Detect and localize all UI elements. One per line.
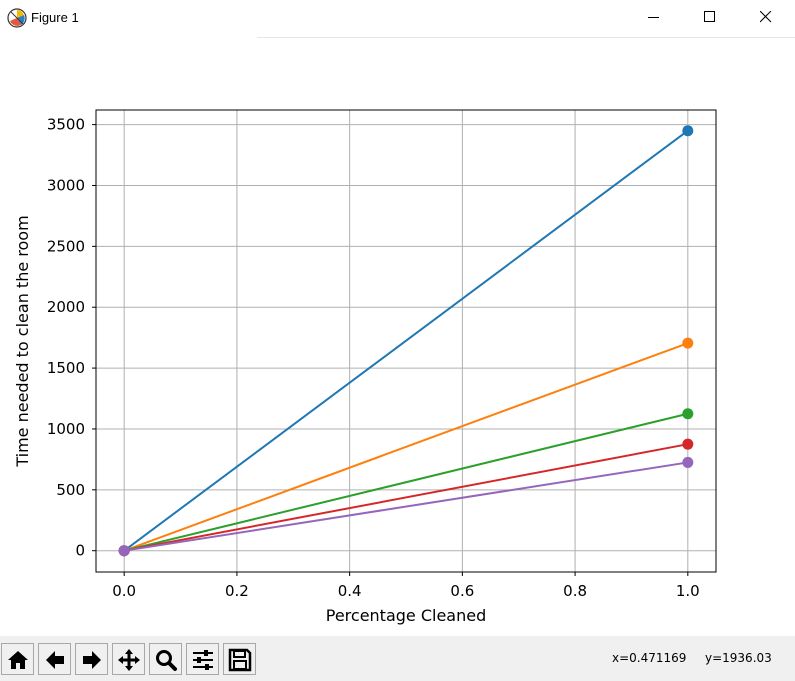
zoom-button[interactable] (149, 643, 182, 675)
home-button[interactable] (1, 643, 34, 675)
title-bar-divider (257, 37, 795, 38)
data-point (118, 545, 130, 557)
data-point (682, 438, 694, 450)
save-button[interactable] (223, 643, 256, 675)
sliders-icon (193, 650, 213, 670)
y-tick-label: 2000 (47, 298, 85, 316)
forward-button[interactable] (75, 643, 108, 675)
minimize-button[interactable] (631, 0, 679, 34)
pan-button[interactable] (112, 643, 145, 675)
x-tick-label: 0.4 (338, 582, 362, 600)
y-tick-label: 1500 (47, 359, 85, 377)
cursor-x-readout: x=0.471169 (612, 651, 687, 665)
back-arrow-icon (46, 651, 64, 669)
figure-canvas[interactable]: 0.0 0.2 0.4 0.6 0.8 1.0 0 500 1000 1500 2000 2500 30… (0, 38, 795, 636)
minimize-icon (648, 17, 659, 18)
x-tick-label: 1.0 (676, 582, 700, 600)
data-point (682, 408, 694, 420)
x-tick-label: 0.6 (450, 582, 474, 600)
back-button[interactable] (38, 643, 71, 675)
series-line (123, 342, 689, 552)
plot-series (118, 125, 694, 557)
y-axis-label: Time needed to clean the room (13, 215, 32, 467)
series-line (123, 443, 689, 552)
maximize-button[interactable] (687, 0, 735, 34)
matplotlib-icon (7, 8, 27, 28)
floppy-disk-icon (228, 648, 252, 672)
maximize-icon (704, 11, 715, 22)
series-line (123, 412, 689, 552)
move-icon (118, 649, 140, 671)
title-bar: Figure 1 (0, 0, 795, 37)
y-tick-label: 3000 (47, 176, 85, 194)
window-title: Figure 1 (31, 10, 79, 25)
series-line (123, 129, 689, 552)
x-tick-label: 0.8 (563, 582, 587, 600)
axes-frame (95, 109, 717, 573)
data-point (682, 337, 694, 349)
data-point (682, 125, 694, 137)
x-axis-label: Percentage Cleaned (326, 606, 487, 625)
y-tick-label: 1000 (47, 420, 85, 438)
navigation-toolbar: x=0.471169 y=1936.03 (0, 636, 795, 681)
y-tick-label: 2500 (47, 237, 85, 255)
close-button[interactable] (743, 0, 791, 34)
magnifier-icon (156, 650, 177, 671)
x-tick-label: 0.0 (112, 582, 136, 600)
x-tick-label: 0.2 (225, 582, 249, 600)
close-icon (760, 11, 772, 23)
y-tick-label: 0 (75, 542, 85, 560)
cursor-y-readout: y=1936.03 (705, 651, 772, 665)
data-point (682, 456, 694, 468)
home-icon (8, 651, 28, 669)
series-line (124, 461, 688, 552)
line-chart[interactable]: 0.0 0.2 0.4 0.6 0.8 1.0 0 500 1000 1500 2000 2500 30… (0, 38, 795, 636)
forward-arrow-icon (83, 651, 101, 669)
configure-subplots-button[interactable] (186, 643, 219, 675)
axis-ticks: 0.0 0.2 0.4 0.6 0.8 1.0 0 500 1000 1500 2000 2500 30… (47, 116, 700, 600)
y-tick-label: 3500 (47, 116, 85, 134)
y-tick-label: 500 (56, 481, 85, 499)
